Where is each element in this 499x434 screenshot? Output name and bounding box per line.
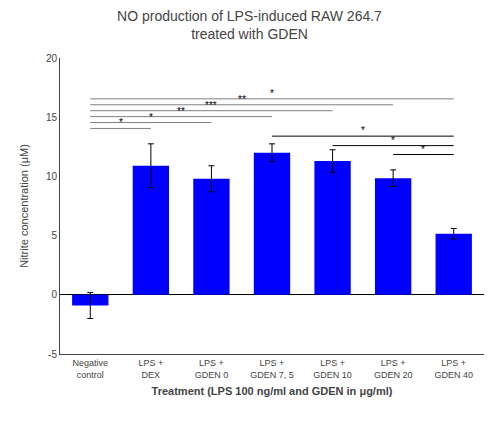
svg-text:**: ** <box>238 94 246 105</box>
svg-text:LPS +GDEN 40: LPS +GDEN 40 <box>434 358 473 380</box>
svg-text:NO production of LPS-induced R: NO production of LPS-induced RAW 264.7tr… <box>117 8 382 42</box>
svg-text:**: ** <box>177 106 185 117</box>
svg-text:Nitrite concentration (μM): Nitrite concentration (μM) <box>18 144 30 268</box>
svg-text:*: * <box>361 125 365 136</box>
svg-text:*: * <box>391 135 395 146</box>
svg-text:*: * <box>270 88 274 99</box>
svg-text:***: *** <box>205 100 217 111</box>
svg-text:LPS +GDEN 7, 5: LPS +GDEN 7, 5 <box>250 358 294 380</box>
svg-text:Negativecontrol: Negativecontrol <box>73 358 109 380</box>
svg-text:20: 20 <box>46 53 58 64</box>
svg-text:10: 10 <box>46 171 58 182</box>
svg-text:LPS +DEX: LPS +DEX <box>138 358 163 380</box>
svg-text:LPS +GDEN 20: LPS +GDEN 20 <box>374 358 413 380</box>
svg-text:*: * <box>149 112 153 123</box>
svg-text:15: 15 <box>46 112 58 123</box>
svg-text:Treatment (LPS 100 ng/ml and G: Treatment (LPS 100 ng/ml and GDEN in μg/… <box>152 385 393 397</box>
svg-text:LPS +GDEN 0: LPS +GDEN 0 <box>195 358 229 380</box>
svg-text:0: 0 <box>51 289 57 300</box>
svg-text:*: * <box>119 117 123 128</box>
svg-text:LPS +GDEN 10: LPS +GDEN 10 <box>313 358 352 380</box>
svg-text:5: 5 <box>51 230 57 241</box>
svg-text:-5: -5 <box>48 349 57 360</box>
svg-text:*: * <box>421 144 425 155</box>
